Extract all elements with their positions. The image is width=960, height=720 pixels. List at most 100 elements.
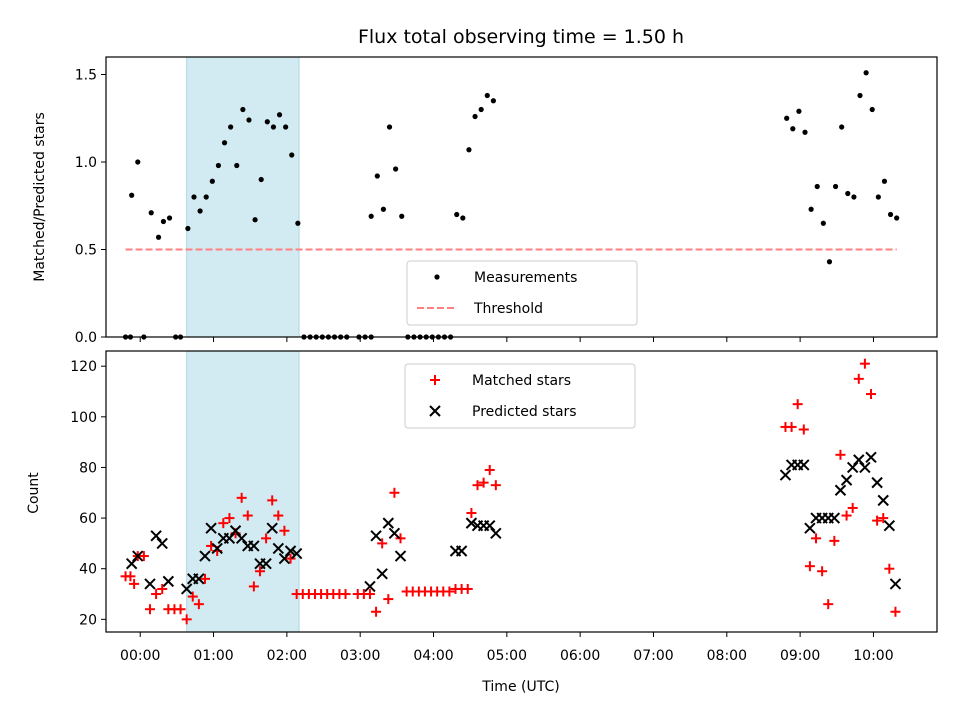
measurement-point	[289, 152, 295, 158]
legend-label: Matched stars	[472, 373, 571, 389]
matched-star-point	[242, 510, 253, 521]
matched-star-point	[444, 586, 455, 597]
measurement-point	[270, 124, 277, 130]
matched-star-point	[478, 477, 489, 488]
x-tick-label: 06:00	[560, 648, 600, 664]
measurement-point	[472, 113, 478, 120]
chart-title: Flux total observing time = 1.50 h	[358, 26, 684, 48]
predicted-star-point	[156, 537, 168, 550]
x-b	[388, 527, 401, 539]
measurement-point	[283, 124, 289, 130]
matched-star-point	[798, 424, 809, 435]
measurement-point	[258, 176, 264, 183]
matched-star-point	[841, 510, 852, 521]
matched-star-point	[829, 535, 840, 546]
predicted-star-point	[382, 517, 395, 529]
matched-star-point	[866, 389, 877, 400]
x-tick-label: 10:00	[853, 648, 893, 664]
matched-star-point	[285, 553, 296, 564]
legend-label: Threshold	[473, 301, 543, 317]
measurement-point	[490, 98, 496, 104]
matched-star-point	[884, 563, 895, 574]
measurement-point	[264, 119, 270, 125]
predicted-star-point	[394, 550, 407, 562]
x-b	[144, 578, 156, 590]
matched-star-point	[811, 533, 822, 544]
measurement-point	[135, 159, 141, 165]
plot-frame	[105, 56, 938, 338]
x-tick-label: 01:00	[193, 648, 233, 664]
x-b	[798, 459, 810, 471]
matched-star-point	[377, 538, 388, 549]
x-tick-label: 07:00	[633, 648, 673, 664]
matched-star-point	[835, 449, 846, 460]
measurement-point	[466, 147, 472, 153]
x-b	[376, 568, 388, 580]
x-b	[211, 542, 223, 555]
predicted-star-point	[465, 517, 478, 529]
matched-star-point	[383, 594, 394, 605]
matched-star-point	[181, 614, 192, 625]
predicted-star-point	[144, 578, 156, 590]
x-b	[132, 550, 144, 562]
x-axis-label: Time (UTC)	[481, 679, 559, 695]
matched-star-point	[847, 502, 858, 513]
x-b	[229, 525, 242, 537]
predicted-star-point	[388, 527, 401, 539]
x-b	[290, 547, 303, 560]
x-b	[455, 545, 468, 557]
predicted-star-point	[205, 522, 217, 534]
measurement-point	[820, 220, 826, 226]
measurement-point	[228, 124, 234, 130]
y-tick-label: 1.5	[75, 68, 97, 84]
measurement-point	[234, 162, 240, 169]
matched-star-point	[853, 373, 864, 384]
x-tick-label: 09:00	[780, 648, 820, 664]
x-b	[180, 583, 193, 595]
predicted-star-point	[290, 547, 303, 560]
x-b	[465, 517, 478, 529]
x-b	[871, 476, 883, 489]
measurement-point	[185, 225, 191, 232]
x-b	[205, 522, 217, 534]
predicted-star-point	[125, 557, 138, 570]
predicted-star-point	[278, 552, 291, 565]
matched-star-point	[236, 492, 247, 503]
x-tick-label: 04:00	[413, 648, 453, 664]
measurement-point	[374, 173, 380, 179]
predicted-star-point	[150, 530, 162, 542]
matched-star-point	[389, 487, 400, 498]
matched-star-point	[151, 589, 162, 600]
predicted-star-point	[834, 484, 847, 496]
y-tick-label: 0.0	[75, 330, 97, 346]
measurement-point	[894, 215, 900, 221]
matched-star-point	[340, 589, 351, 600]
x-b	[865, 451, 877, 464]
predicted-star-point	[223, 532, 236, 545]
x-b	[840, 474, 853, 486]
predicted-star-point	[798, 459, 810, 471]
x-b	[490, 527, 502, 539]
y-tick-label: 0.5	[75, 243, 97, 259]
predicted-star-point	[235, 532, 248, 545]
legend-label: Measurements	[474, 270, 577, 286]
measurement-point	[814, 183, 820, 190]
measurement-point	[826, 259, 833, 265]
measurement-point	[221, 140, 228, 146]
legend-marker-dot	[434, 274, 440, 280]
matched-star-point	[364, 589, 375, 600]
matched-star-point	[175, 604, 186, 615]
matched-star-point	[187, 591, 198, 602]
x-tick-label: 05:00	[487, 648, 527, 664]
x-b	[834, 484, 847, 496]
predicted-star-point	[883, 519, 896, 532]
legend-marker-x-b	[429, 405, 441, 417]
count-plot: 20 40 60 80 100 120 00:00 01:00 02:00 03:00 04:00 0…	[70, 350, 938, 664]
y-tick-label: 120	[70, 359, 97, 375]
measurement-point	[155, 234, 162, 240]
matched-star-point	[823, 599, 834, 610]
x-b	[889, 578, 902, 590]
x-tick-label: 03:00	[340, 648, 380, 664]
y-tick-label: 40	[79, 562, 97, 578]
